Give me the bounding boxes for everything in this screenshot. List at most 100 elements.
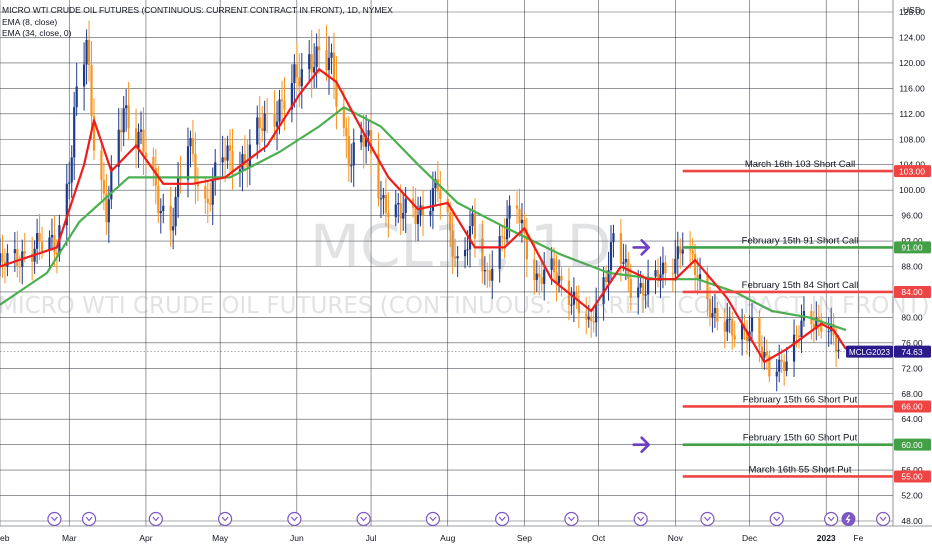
candle-body (585, 313, 588, 320)
candle-body (347, 136, 350, 167)
candle-body (792, 334, 796, 362)
candle-body (206, 198, 209, 203)
price-label-box (894, 285, 931, 298)
candle-body (362, 135, 365, 147)
candle-body (637, 287, 640, 298)
candle-body (1, 253, 4, 262)
ema34-legend[interactable]: EMA (34, close, 0) (2, 28, 72, 38)
price-label-box (894, 438, 931, 451)
candle-body (73, 107, 76, 158)
price-label-text: 66.00 (901, 402, 923, 412)
candle-body (142, 129, 145, 153)
candle-body (315, 46, 318, 68)
candle-body (647, 276, 650, 295)
candle-body (92, 116, 96, 151)
price-tick-label: 128.00 (899, 7, 925, 17)
candle-body (419, 205, 422, 215)
event-glyph-icon (827, 516, 835, 522)
option-label: February 15th 60 Short Put (743, 433, 858, 444)
candle-body (300, 69, 303, 87)
candle-body (241, 154, 244, 170)
price-tick-label: 64.00 (901, 414, 923, 424)
price-tick-label: 56.00 (901, 465, 923, 475)
candle-body (728, 318, 731, 320)
candle-body (384, 194, 387, 213)
candle-body (708, 298, 712, 318)
candle-body (689, 249, 692, 251)
dividend-event-icon (769, 511, 784, 527)
candle-body (429, 210, 432, 216)
symbol-title[interactable]: MICRO WTI CRUDE OIL FUTURES (CONTINUOUS:… (2, 5, 393, 15)
candle-body (38, 233, 41, 243)
candle-body (290, 83, 293, 110)
option-label: March 16th 103 Short Call (745, 159, 855, 170)
last-price-box (894, 345, 931, 358)
candle-body (550, 258, 553, 270)
candle-body (191, 138, 195, 154)
candle-body (644, 294, 647, 296)
candle-body (53, 234, 56, 253)
dividend-event-icon (495, 511, 510, 527)
candle-body (612, 233, 615, 243)
candle-body (293, 64, 296, 84)
dividend-event-icon (700, 511, 715, 527)
candle-body (723, 321, 726, 332)
candle-body (518, 208, 521, 224)
candle-body (421, 205, 425, 216)
ema34-path (0, 106, 847, 332)
price-label-text: 60.00 (901, 440, 923, 450)
candle-body (466, 249, 469, 251)
candle-body (377, 153, 380, 199)
candle-body (65, 183, 68, 226)
candle-body (308, 54, 311, 70)
time-tick-label: eb (0, 533, 10, 543)
candle-body (659, 274, 662, 281)
candle-body (16, 249, 19, 267)
candle-body (298, 77, 301, 87)
event-glyph-icon (429, 516, 437, 522)
candle-body (515, 205, 519, 209)
candle-body (741, 324, 744, 340)
candle-body (674, 258, 677, 274)
candle-body (765, 351, 768, 356)
candle-body (23, 251, 26, 254)
candle-body (137, 131, 140, 149)
candle-body (837, 349, 840, 352)
ema8-legend[interactable]: EMA (8, close) (2, 16, 58, 27)
candle-body (169, 205, 172, 231)
candle-body (224, 157, 227, 161)
symbol-label: MCLG2023 (849, 348, 890, 357)
candle-body (105, 193, 108, 223)
price-label-box (894, 400, 931, 413)
candles (0, 20, 840, 392)
candle-body (656, 270, 660, 281)
price-axis-bg (893, 0, 932, 550)
price-tick-label: 116.00 (899, 83, 925, 93)
candle-body (332, 52, 336, 81)
candle-body (661, 262, 665, 275)
candle-body (31, 253, 34, 262)
candle-body (310, 54, 313, 73)
candle-body (671, 273, 674, 275)
candle-body (681, 249, 684, 254)
candle-body (520, 219, 524, 224)
candle-body (186, 146, 190, 180)
candle-body (731, 318, 734, 336)
candle-body (360, 135, 363, 143)
candle-body (414, 207, 417, 224)
candle-body (538, 273, 541, 278)
chart-grid (0, 0, 893, 526)
candle-body (481, 238, 484, 272)
candle-body (622, 262, 625, 264)
candle-body (483, 270, 486, 272)
option-lines: March 16th 103 Short Call February 15th 9… (682, 159, 893, 478)
candle-body (768, 355, 771, 377)
candle-body (604, 277, 608, 283)
candle-body (204, 186, 207, 199)
candle-body (577, 299, 580, 314)
candle-body (211, 179, 214, 205)
candle-body (261, 128, 264, 132)
last-price-label: 74.63 (901, 347, 923, 357)
